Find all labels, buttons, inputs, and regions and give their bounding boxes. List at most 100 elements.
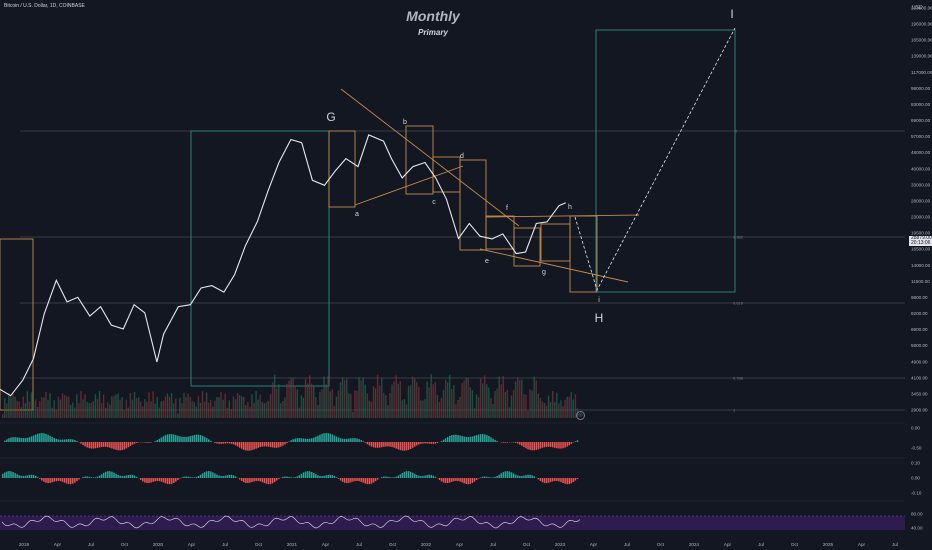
wave-label-minor: g [542, 269, 546, 276]
volume-bar [325, 384, 327, 418]
price-line [0, 134, 567, 397]
macd-bar [467, 437, 470, 442]
oscillator-bar [65, 478, 68, 484]
oscillator-bar [539, 478, 542, 482]
volume-bar [475, 394, 478, 418]
volume-bar [170, 393, 173, 418]
volume-bar [131, 399, 134, 418]
oscillator-bar [166, 478, 169, 484]
oscillator-bar [288, 476, 290, 478]
volume-bar [76, 394, 78, 418]
macd-bar [496, 441, 498, 442]
volume-bar [486, 384, 488, 418]
volume-bar [389, 392, 391, 418]
oscillator-bar [420, 476, 422, 478]
macd-bar [30, 436, 33, 442]
oscillator-bar [335, 477, 338, 478]
volume-bar [28, 401, 31, 418]
volume-bar [234, 399, 237, 418]
volume-bar [440, 397, 443, 418]
time-tick-label: Oct [523, 542, 531, 547]
macd-bar [102, 442, 105, 447]
macd-bar [158, 438, 161, 442]
volume-bar [560, 400, 562, 418]
wave-label-major: H [595, 311, 604, 325]
oscillator-bar [346, 478, 348, 484]
wave-box [540, 223, 571, 262]
oscillator-bar [432, 475, 435, 478]
time-axis[interactable]: 2019 Apr Jul Oct 2020 Apr Jul Oct 2021 Apr Jul Oct 2… [19, 542, 898, 547]
symbol-label[interactable]: Bitcoin / U.S. Dollar, 1D, COINBASE [4, 3, 85, 9]
macd-bar [486, 435, 488, 442]
time-tick-label: 2022 [421, 542, 432, 547]
macd-bar [275, 442, 278, 448]
price-tick-label: 40000.00 [911, 166, 931, 171]
macd-bar [59, 439, 62, 442]
volume-bar [481, 383, 484, 418]
volume-bar [327, 375, 329, 418]
volume-bar [257, 399, 259, 418]
macd-bar [308, 438, 311, 442]
macd-bar [428, 442, 430, 444]
oscillator-bar [203, 472, 206, 478]
volume-bar [523, 393, 525, 418]
oscillator-bar [348, 478, 350, 483]
volume-bar [401, 400, 404, 418]
oscillator-bar [358, 478, 360, 482]
volume-bar [341, 377, 344, 418]
volume-bar [376, 374, 379, 418]
volume-bar [444, 379, 447, 418]
trendline [479, 248, 629, 283]
macd-bar [407, 442, 410, 450]
time-tick-label: 2024 [689, 542, 700, 547]
oscillator-bar [72, 478, 74, 484]
oscillator-bar [409, 471, 412, 478]
scale-toggle-icon[interactable]: ◎ [576, 411, 585, 420]
macd-bar [451, 435, 453, 442]
volume-bar [119, 399, 121, 418]
oscillator-bar [568, 478, 570, 485]
macd-bar [343, 438, 346, 442]
oscillator-bar [566, 478, 568, 485]
volume-bar [566, 396, 568, 418]
price-tick-label: 23000.00 [911, 215, 931, 220]
volume-bar [224, 393, 226, 418]
oscillator-bar [523, 475, 525, 478]
macd-bar [273, 442, 276, 448]
oscillator-bar [368, 478, 371, 485]
volume-bar [59, 399, 62, 418]
oscillator-bar [115, 473, 117, 478]
macd-bar [424, 442, 426, 444]
price-axis[interactable]: 233000.00 196000.00 165000.00 139000.00 1170… [911, 6, 932, 413]
volume-bar [323, 376, 325, 418]
macd-bar [383, 442, 385, 447]
oscillator-bar [531, 475, 533, 478]
oscillator-bar [238, 478, 241, 480]
oscillator-bar [49, 478, 51, 483]
wave-label-major: I [730, 7, 733, 21]
macd-bar [8, 438, 10, 442]
price-tick-label: 28000.00 [911, 198, 931, 203]
oscillator-bar [123, 475, 126, 478]
macd-bar [333, 435, 336, 442]
oscillator-bar [325, 475, 327, 478]
trendline [340, 88, 520, 227]
volume-bar [308, 375, 311, 418]
volume-bar [539, 397, 542, 418]
volume-bar [469, 387, 472, 418]
wave-label-minor: i [598, 297, 600, 304]
macd-bar [90, 442, 93, 449]
macd-bar [302, 438, 305, 442]
oscillator-bar [74, 478, 76, 483]
macd-bar [236, 442, 239, 447]
oscillator-bar [76, 478, 78, 482]
macd-bar [234, 442, 237, 446]
macd-bar [471, 436, 474, 442]
oscillator-bar [558, 478, 560, 482]
macd-bar [127, 442, 130, 448]
volume-bar [335, 396, 338, 418]
volume-bar [556, 392, 558, 418]
macd-bar [554, 442, 556, 448]
oscillator-bar [8, 471, 10, 478]
